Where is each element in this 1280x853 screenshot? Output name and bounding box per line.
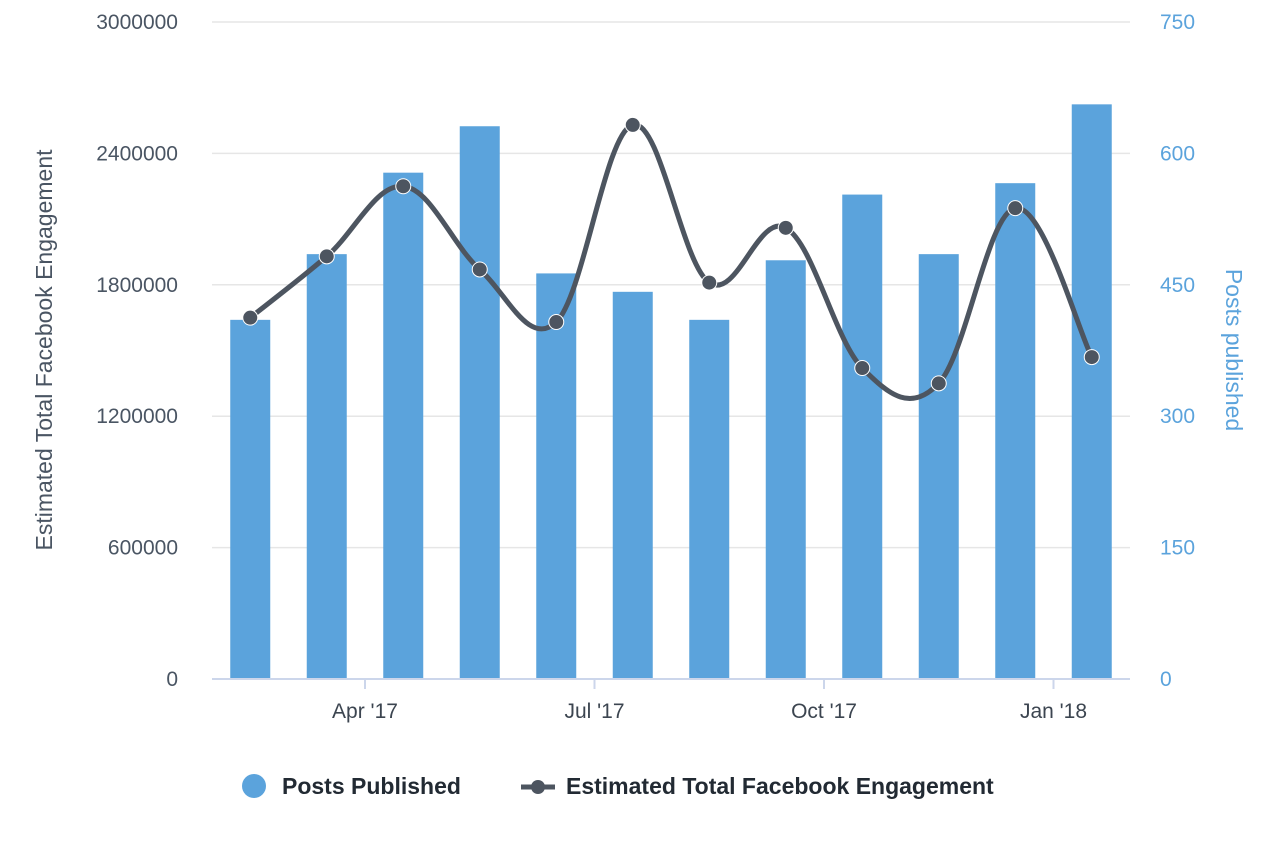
y-tick-label-right: 600: [1160, 142, 1195, 165]
legend-item-engagement[interactable]: Estimated Total Facebook Engagement: [521, 773, 994, 799]
line-point[interactable]: [701, 274, 718, 291]
line-point[interactable]: [548, 314, 565, 331]
x-tick-label: Jul '17: [564, 700, 624, 723]
legend-label-posts-published: Posts Published: [282, 773, 461, 799]
line-point[interactable]: [624, 116, 641, 133]
line-point[interactable]: [395, 178, 412, 195]
x-tick-label: Jan '18: [1020, 700, 1087, 723]
line-point[interactable]: [777, 219, 794, 236]
y-tick-label-left: 0: [166, 668, 178, 691]
y-tick-label-left: 3000000: [96, 11, 178, 34]
y-axis-title-left: Estimated Total Facebook Engagement: [31, 149, 57, 551]
bar[interactable]: [459, 126, 500, 679]
y-tick-label-left: 1200000: [96, 405, 178, 428]
line-series-engagement: [242, 116, 1100, 402]
y-tick-label-right: 300: [1160, 405, 1195, 428]
line-point[interactable]: [854, 360, 871, 377]
x-tick-label: Apr '17: [332, 700, 398, 723]
line-point[interactable]: [471, 261, 488, 278]
y-tick-label-left: 2400000: [96, 142, 178, 165]
gridlines: [212, 21, 1130, 549]
bar[interactable]: [306, 254, 347, 679]
bar[interactable]: [995, 183, 1036, 679]
y-tick-label-right: 0: [1160, 668, 1172, 691]
y-axis-title-right: Posts published: [1221, 269, 1247, 431]
bar[interactable]: [765, 260, 806, 679]
axes: 0 0 600000 150 1200000 300 1800000 450 2400000 60…: [96, 11, 1195, 723]
line-point[interactable]: [1083, 349, 1100, 366]
legend: Posts Published Estimated Total Facebook…: [242, 773, 994, 799]
line-point[interactable]: [318, 248, 335, 265]
bar[interactable]: [230, 319, 271, 679]
bar-series-posts-published: [230, 104, 1112, 680]
y-tick-label-right: 150: [1160, 537, 1195, 560]
line-point[interactable]: [1007, 200, 1024, 217]
legend-item-posts-published[interactable]: Posts Published: [242, 773, 461, 799]
y-tick-label-right: 450: [1160, 274, 1195, 297]
bar[interactable]: [383, 172, 424, 679]
bar[interactable]: [1071, 104, 1112, 680]
x-tick-label: Oct '17: [791, 700, 857, 723]
legend-marker-point-icon: [531, 780, 545, 794]
bar[interactable]: [612, 291, 653, 679]
y-tick-label-left: 600000: [108, 537, 178, 560]
engagement-line: [247, 122, 1095, 402]
legend-label-engagement: Estimated Total Facebook Engagement: [566, 773, 994, 799]
line-point[interactable]: [930, 375, 947, 392]
bar[interactable]: [536, 273, 577, 679]
line-point[interactable]: [242, 309, 259, 326]
y-tick-label-left: 1800000: [96, 274, 178, 297]
bar[interactable]: [842, 194, 883, 679]
bar[interactable]: [918, 254, 959, 679]
y-tick-label-right: 750: [1160, 11, 1195, 34]
bar[interactable]: [689, 319, 730, 679]
legend-marker-bar-icon: [242, 774, 266, 798]
